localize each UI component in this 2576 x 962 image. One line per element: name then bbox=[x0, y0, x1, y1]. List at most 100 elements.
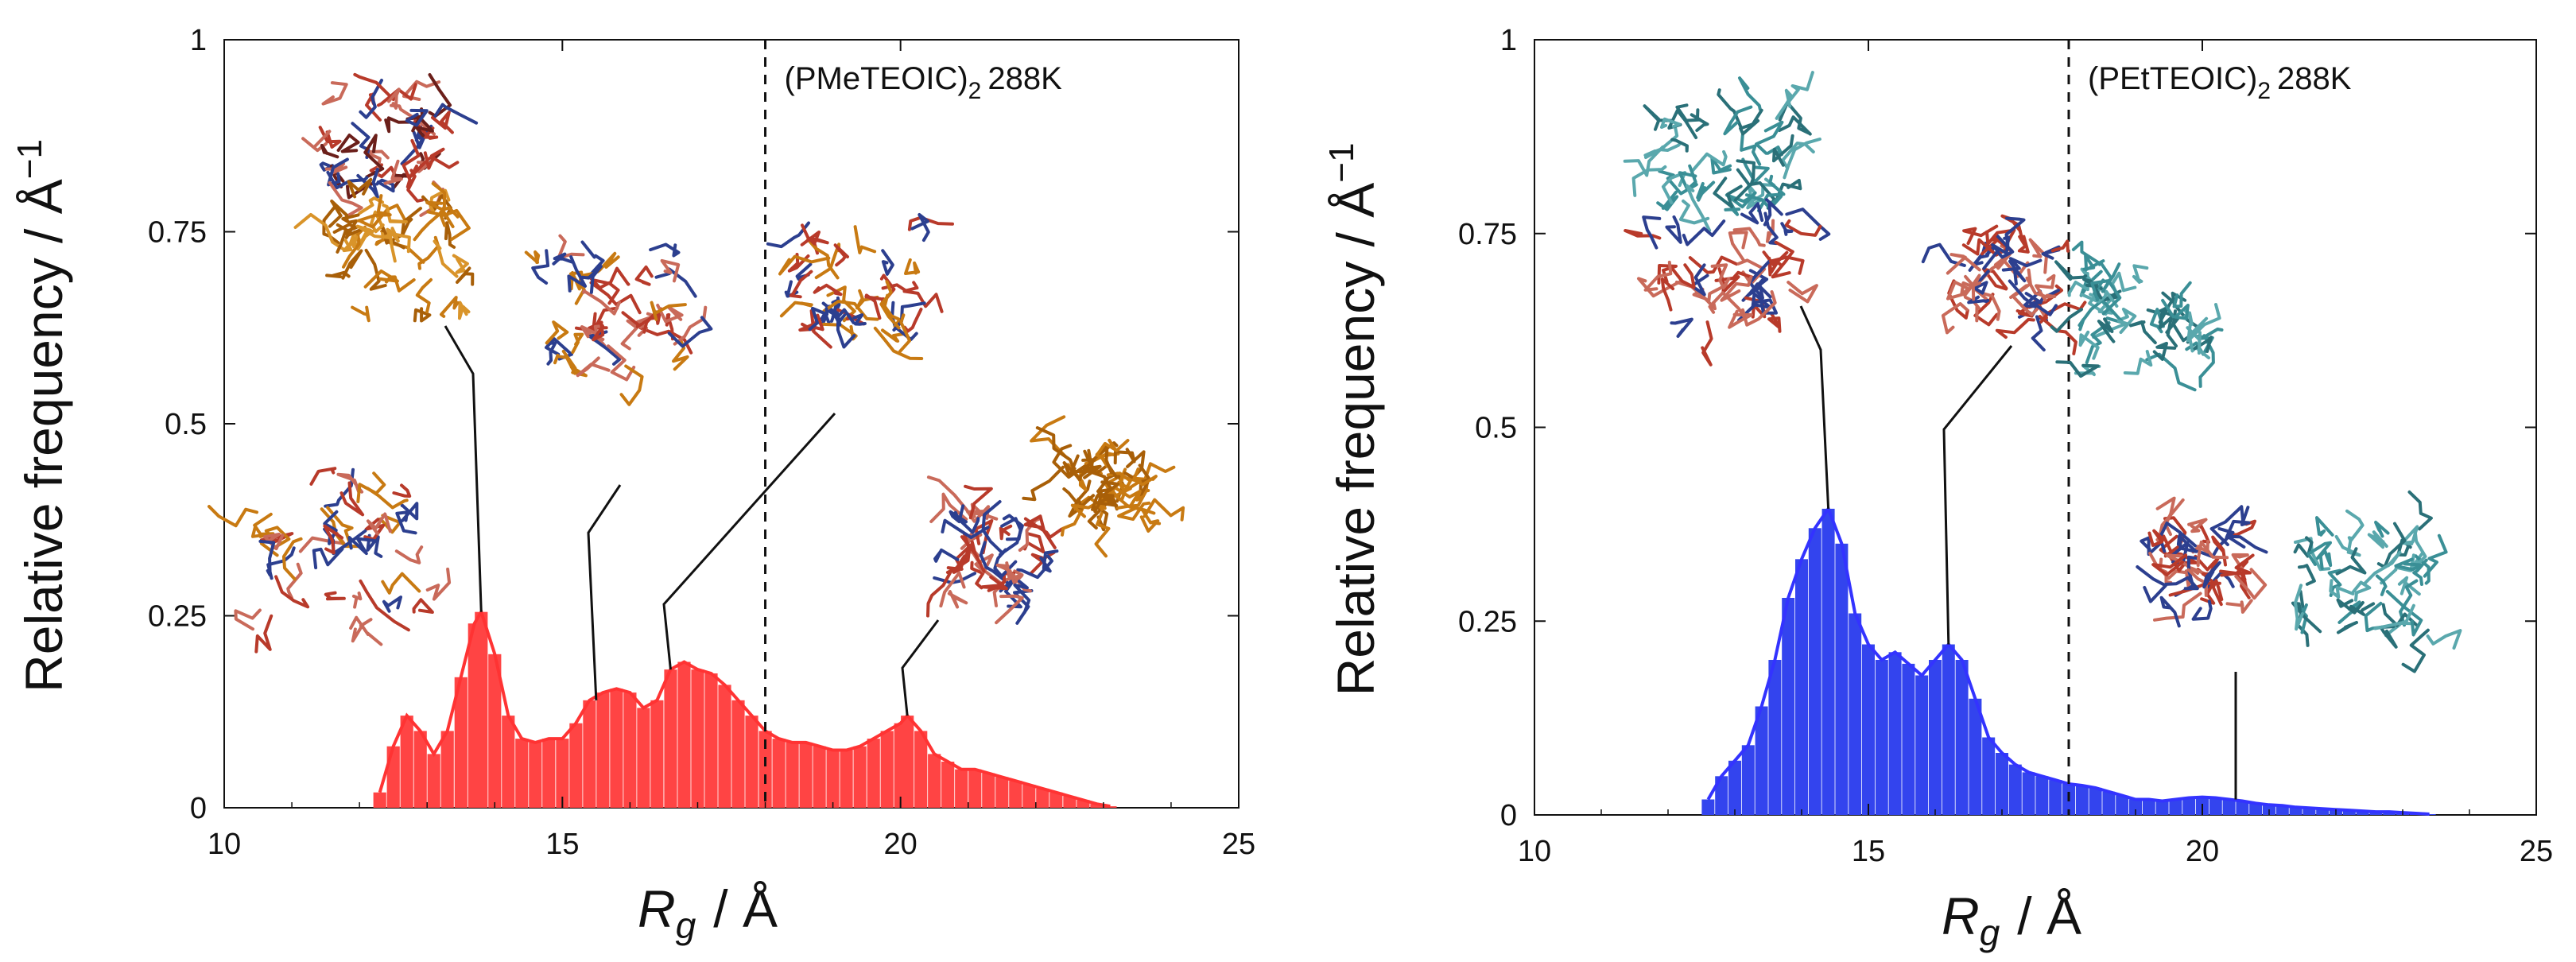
bar bbox=[556, 739, 569, 808]
bars bbox=[373, 611, 1117, 808]
x-axis-sub: g bbox=[676, 905, 696, 946]
bar bbox=[529, 742, 542, 808]
bar bbox=[2289, 807, 2302, 816]
bar bbox=[2116, 795, 2129, 815]
molecule-red-3 bbox=[2136, 496, 2268, 628]
bar bbox=[1808, 528, 1821, 816]
y-axis-text: Relative frequency / Å bbox=[1326, 183, 1385, 696]
bar bbox=[386, 746, 400, 808]
annotation-temp: 288K bbox=[2277, 61, 2352, 96]
bar bbox=[502, 716, 515, 808]
bar bbox=[1728, 760, 1741, 816]
bar bbox=[475, 611, 488, 808]
bar bbox=[1036, 788, 1049, 808]
x-axis-var: R bbox=[1942, 886, 1980, 945]
x-tick-label: 25 bbox=[2520, 835, 2553, 868]
bar bbox=[413, 731, 427, 808]
y-tick-label: 0 bbox=[1500, 799, 1517, 832]
x-tick-label: 25 bbox=[1222, 828, 1255, 861]
bar bbox=[968, 769, 982, 808]
series-annotation: (PEtTEOIC)2 288K bbox=[2088, 61, 2352, 104]
x-tick-label: 10 bbox=[208, 828, 241, 861]
bar bbox=[440, 731, 454, 808]
bar bbox=[2316, 809, 2330, 815]
bar bbox=[2356, 811, 2369, 815]
bar bbox=[569, 723, 583, 808]
y-tick-label: 1 bbox=[190, 24, 207, 57]
bar bbox=[786, 742, 799, 808]
bar bbox=[427, 754, 440, 808]
bar bbox=[400, 716, 413, 808]
pointer-line bbox=[444, 325, 483, 612]
bar bbox=[1955, 660, 1969, 815]
annotation-subscript: 2 bbox=[968, 78, 982, 104]
bar bbox=[982, 773, 995, 808]
x-tick-label: 20 bbox=[2186, 835, 2219, 868]
x-axis-unit: / Å bbox=[2017, 886, 2081, 945]
bar bbox=[1741, 745, 1755, 816]
annotation-temp: 288K bbox=[987, 61, 1062, 96]
pointer-line bbox=[1799, 305, 1830, 509]
bar bbox=[2275, 805, 2289, 815]
bar bbox=[610, 689, 623, 808]
bar bbox=[1942, 644, 1955, 815]
bar bbox=[2182, 797, 2196, 815]
bar bbox=[2022, 772, 2035, 815]
bar bbox=[1835, 543, 1849, 816]
bar bbox=[515, 739, 529, 808]
bars bbox=[1701, 508, 2436, 816]
bar bbox=[623, 692, 637, 808]
bar bbox=[2209, 797, 2222, 815]
bar bbox=[664, 669, 677, 808]
bar bbox=[1701, 799, 1715, 815]
y-tick-label: 0.25 bbox=[148, 600, 207, 634]
bar bbox=[2049, 780, 2062, 815]
bar bbox=[1929, 660, 1942, 815]
pointer-line bbox=[901, 619, 940, 716]
bar bbox=[731, 700, 745, 808]
bar bbox=[1969, 698, 1982, 816]
bar bbox=[1715, 776, 1728, 816]
bar bbox=[542, 739, 556, 808]
bar bbox=[955, 769, 968, 808]
bar bbox=[637, 708, 650, 808]
bar bbox=[1009, 781, 1022, 808]
bar bbox=[2249, 803, 2263, 815]
bar bbox=[2236, 801, 2249, 815]
molecule-red-1 bbox=[1624, 198, 1831, 367]
y-tick-label: 0.75 bbox=[148, 216, 207, 250]
bar bbox=[745, 716, 758, 808]
bar bbox=[1821, 508, 1835, 815]
pointer-line bbox=[662, 412, 836, 670]
bar bbox=[1902, 663, 1915, 815]
bar bbox=[718, 685, 731, 808]
bar bbox=[772, 739, 786, 808]
bar bbox=[758, 731, 772, 808]
x-tick-label: 10 bbox=[1518, 835, 1551, 868]
bar bbox=[2008, 764, 2022, 815]
histogram-outline bbox=[378, 607, 1111, 809]
bar bbox=[1755, 706, 1768, 815]
y-axis-title: Relative frequency / Å−1 bbox=[10, 139, 73, 692]
chart-panel-1: 10 15 20 25 0 0.25 0.5 0.75 1 Rg / Å Relative frequ… bbox=[10, 24, 1255, 946]
bar bbox=[1862, 644, 1875, 815]
bar bbox=[880, 731, 894, 808]
y-tick-label: 1 bbox=[1500, 24, 1517, 57]
molecule-teal-1 bbox=[1623, 71, 1821, 232]
annotation-subscript: 2 bbox=[2257, 78, 2271, 104]
bar bbox=[1915, 675, 1929, 815]
bar bbox=[995, 777, 1009, 808]
y-axis-title: Relative frequency / Å−1 bbox=[1322, 143, 1385, 696]
x-tick-label: 15 bbox=[1852, 835, 1885, 868]
bar bbox=[1982, 737, 1996, 815]
bar bbox=[1888, 652, 1902, 816]
bar bbox=[2142, 799, 2155, 815]
bar bbox=[1022, 785, 1036, 808]
x-tick-label: 20 bbox=[884, 828, 918, 861]
y-axis-sup: −1 bbox=[1322, 143, 1361, 183]
bar bbox=[928, 754, 941, 808]
bar bbox=[583, 700, 596, 808]
y-tick-label: 0.5 bbox=[165, 408, 207, 441]
bar bbox=[2089, 787, 2102, 815]
